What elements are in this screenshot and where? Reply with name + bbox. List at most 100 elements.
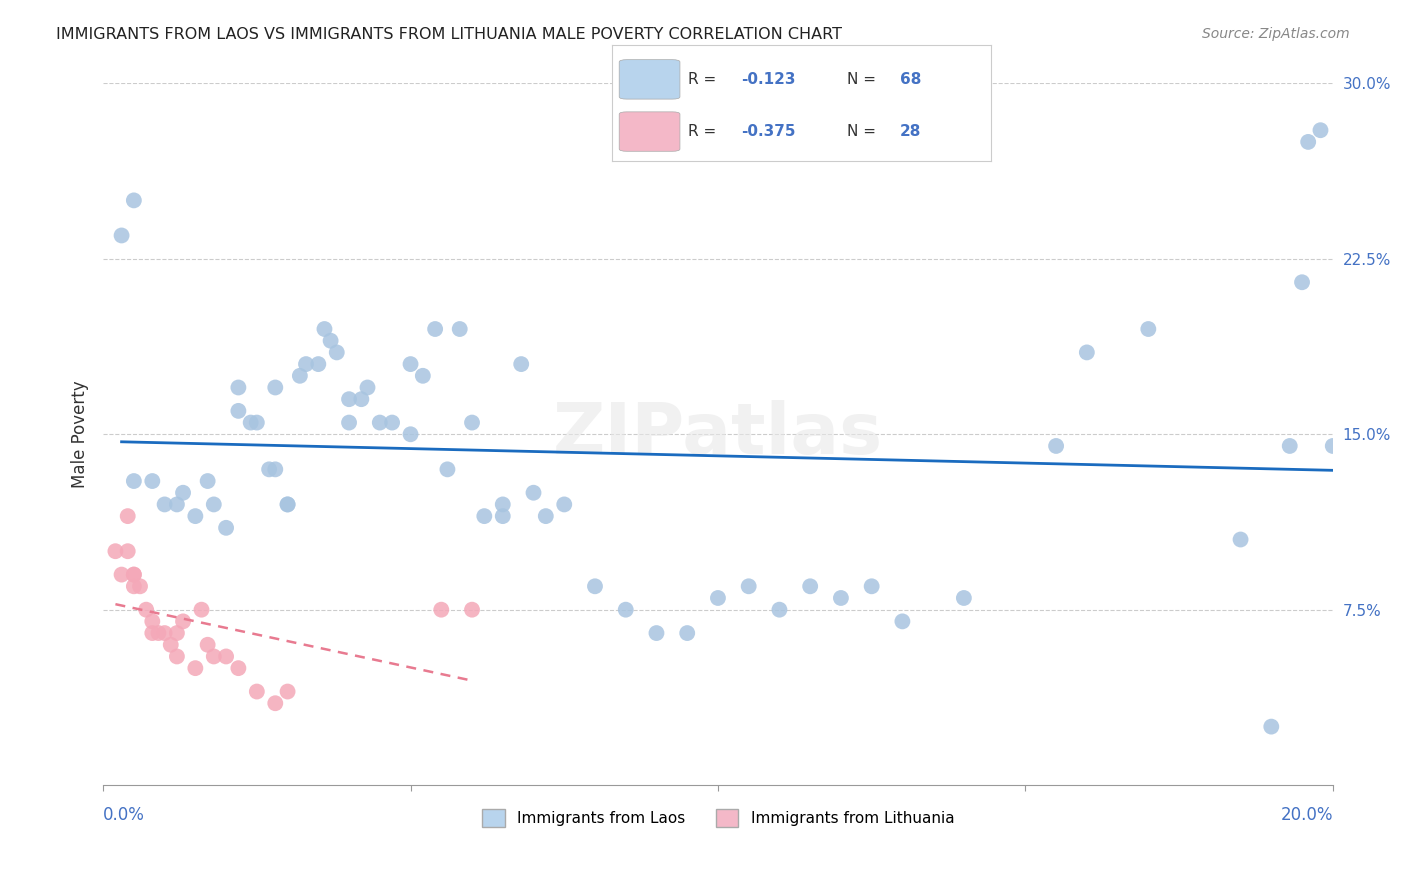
Point xyxy=(129,579,152,593)
Point xyxy=(614,602,637,616)
Point xyxy=(172,615,194,629)
Point xyxy=(953,591,976,605)
FancyBboxPatch shape xyxy=(619,60,681,99)
Y-axis label: Male Poverty: Male Poverty xyxy=(72,381,89,488)
Point xyxy=(461,416,484,430)
Text: R =: R = xyxy=(688,72,721,87)
Text: Source: ZipAtlas.com: Source: ZipAtlas.com xyxy=(1202,27,1350,41)
Point xyxy=(492,498,515,512)
Text: ZIPatlas: ZIPatlas xyxy=(553,400,883,469)
Point xyxy=(356,380,378,394)
Point xyxy=(891,615,914,629)
Point xyxy=(553,498,575,512)
Point xyxy=(423,322,446,336)
Point xyxy=(676,626,699,640)
Point xyxy=(1076,345,1098,359)
Point xyxy=(461,602,484,616)
Point xyxy=(399,427,422,442)
Text: 0.0%: 0.0% xyxy=(103,805,145,824)
Point xyxy=(368,416,391,430)
Point xyxy=(583,579,606,593)
Point xyxy=(1296,135,1319,149)
Legend: Immigrants from Laos, Immigrants from Lithuania: Immigrants from Laos, Immigrants from Li… xyxy=(475,803,960,834)
Point xyxy=(122,194,145,208)
Point xyxy=(510,357,533,371)
Point xyxy=(117,509,139,524)
Point xyxy=(737,579,759,593)
Point xyxy=(190,602,212,616)
Point xyxy=(472,509,495,524)
Text: 20.0%: 20.0% xyxy=(1281,805,1333,824)
Point xyxy=(153,626,176,640)
Point xyxy=(449,322,471,336)
Point xyxy=(202,498,225,512)
Point xyxy=(277,498,299,512)
Point xyxy=(264,462,287,476)
Text: N =: N = xyxy=(846,124,880,139)
Text: 68: 68 xyxy=(900,72,921,87)
Point xyxy=(288,368,311,383)
Point xyxy=(860,579,883,593)
Point xyxy=(1322,439,1344,453)
Point xyxy=(436,462,458,476)
Point xyxy=(645,626,668,640)
Point xyxy=(122,579,145,593)
Point xyxy=(295,357,318,371)
Point xyxy=(534,509,557,524)
Point xyxy=(1260,720,1282,734)
Point xyxy=(314,322,336,336)
Point xyxy=(117,544,139,558)
Point xyxy=(141,615,163,629)
Text: 28: 28 xyxy=(900,124,921,139)
Point xyxy=(141,474,163,488)
Point xyxy=(412,368,434,383)
Point xyxy=(172,485,194,500)
Point xyxy=(337,416,360,430)
Point xyxy=(184,509,207,524)
Text: N =: N = xyxy=(846,72,880,87)
Point xyxy=(166,626,188,640)
Text: R =: R = xyxy=(688,124,721,139)
Point xyxy=(707,591,730,605)
Point xyxy=(337,392,360,407)
Text: -0.375: -0.375 xyxy=(741,124,796,139)
Text: IMMIGRANTS FROM LAOS VS IMMIGRANTS FROM LITHUANIA MALE POVERTY CORRELATION CHART: IMMIGRANTS FROM LAOS VS IMMIGRANTS FROM … xyxy=(56,27,842,42)
Point xyxy=(1309,123,1331,137)
Point xyxy=(430,602,453,616)
Point xyxy=(1291,275,1313,289)
Point xyxy=(197,474,219,488)
Point xyxy=(110,567,132,582)
Point xyxy=(228,380,250,394)
Point xyxy=(228,661,250,675)
Point xyxy=(215,649,238,664)
Point xyxy=(1045,439,1067,453)
Point xyxy=(166,498,188,512)
Point xyxy=(104,544,127,558)
Point xyxy=(350,392,373,407)
Point xyxy=(522,485,544,500)
FancyBboxPatch shape xyxy=(619,112,681,152)
Point xyxy=(135,602,157,616)
Point xyxy=(381,416,404,430)
Point xyxy=(307,357,329,371)
Point xyxy=(153,498,176,512)
Point xyxy=(264,380,287,394)
Point xyxy=(197,638,219,652)
Point xyxy=(239,416,262,430)
Point xyxy=(228,404,250,418)
Point xyxy=(830,591,852,605)
Point xyxy=(264,696,287,710)
Point xyxy=(399,357,422,371)
Point xyxy=(166,649,188,664)
Point xyxy=(799,579,821,593)
Point xyxy=(215,521,238,535)
Point xyxy=(184,661,207,675)
Point xyxy=(246,416,269,430)
Point xyxy=(1278,439,1301,453)
Point xyxy=(326,345,349,359)
Point xyxy=(1137,322,1160,336)
Point xyxy=(492,509,515,524)
Point xyxy=(202,649,225,664)
Text: -0.123: -0.123 xyxy=(741,72,796,87)
Point xyxy=(277,684,299,698)
